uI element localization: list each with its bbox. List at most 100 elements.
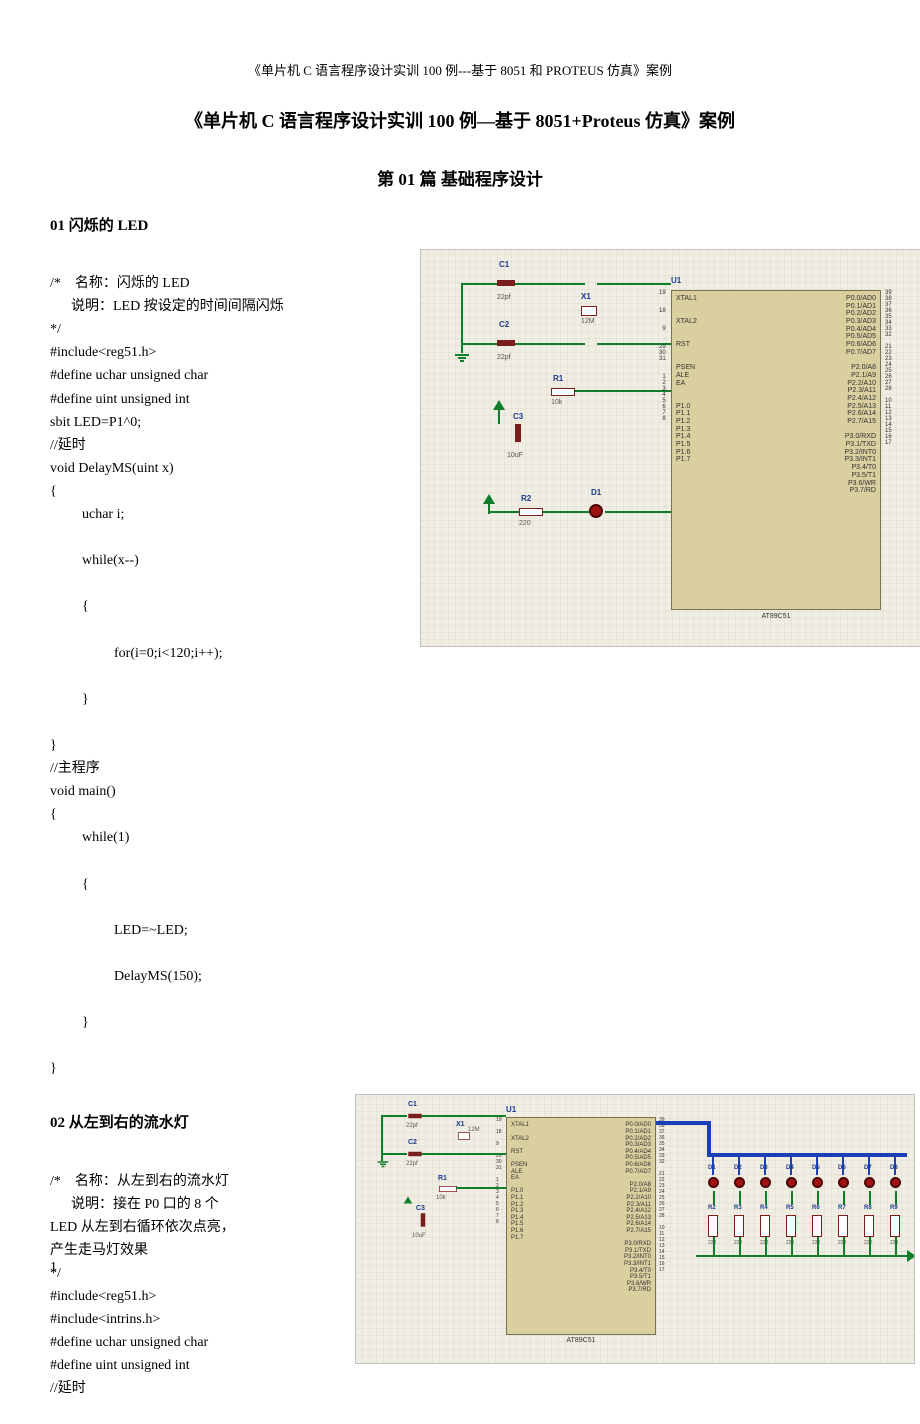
code-line: uchar i; xyxy=(50,503,400,526)
pin-numbers-right: 39 38 37 36 35 34 33 32 21 22 23 24 25 2… xyxy=(885,290,892,446)
wire xyxy=(463,343,497,345)
val-c1: 22pf xyxy=(497,294,511,301)
gnd-icon xyxy=(378,1162,389,1164)
wire xyxy=(895,1191,897,1205)
wire xyxy=(696,1255,911,1257)
val-r1: 10k xyxy=(436,1195,446,1201)
code-line: 产生走马灯效果 xyxy=(50,1243,148,1258)
wire xyxy=(817,1237,819,1255)
res xyxy=(786,1215,796,1237)
label-r: R7 xyxy=(838,1205,846,1211)
code-line: LED 从左到右循环依次点亮， xyxy=(50,1220,235,1235)
wire xyxy=(843,1237,845,1255)
mcu-u1-2: XTAL1 XTAL2 RST PSEN ALE EA P1.0 P1.1 P1… xyxy=(506,1117,656,1335)
label-x1: X1 xyxy=(456,1121,465,1128)
label-r1: R1 xyxy=(438,1175,447,1182)
led-dot xyxy=(786,1177,797,1188)
section-01-head: 01 闪烁的 LED xyxy=(50,214,870,235)
res xyxy=(734,1215,744,1237)
cap-c3 xyxy=(421,1214,426,1228)
wire xyxy=(488,511,519,513)
code-line: //主程序 xyxy=(50,761,100,776)
val-r2: 220 xyxy=(519,520,531,527)
code-line: #include<reg51.h> xyxy=(50,345,156,360)
code-line: #define uchar unsigned char xyxy=(50,1335,208,1350)
chapter-title: 第 01 篇 基础程序设计 xyxy=(50,165,870,190)
wire xyxy=(456,1187,506,1189)
val-c2: 22pf xyxy=(406,1161,418,1167)
code-line: { xyxy=(50,807,57,822)
res xyxy=(708,1215,718,1237)
code-line: /* 名称：从左到右的流水灯 xyxy=(50,1174,229,1189)
wire xyxy=(713,1237,715,1255)
label-d: D1 xyxy=(708,1165,716,1171)
code-line: #define uint unsigned int xyxy=(50,392,190,407)
res xyxy=(838,1215,848,1237)
label-d: D8 xyxy=(890,1165,898,1171)
code-line: DelayMS(150); xyxy=(50,965,400,988)
code-line: { xyxy=(50,595,400,618)
val-c2: 22pf xyxy=(497,354,511,361)
bus xyxy=(656,1121,711,1125)
wire xyxy=(543,511,589,513)
label-x1: X1 xyxy=(581,292,591,301)
label-d: D2 xyxy=(734,1165,742,1171)
wire xyxy=(739,1237,741,1255)
page-number: 1 xyxy=(50,1260,57,1276)
val-r1: 10k xyxy=(551,399,562,406)
label-chip: AT89C51 xyxy=(506,1337,656,1344)
wire xyxy=(765,1237,767,1255)
page-header: 《单片机 C 语言程序设计实训 100 例---基于 8051 和 PROTEU… xyxy=(50,60,870,79)
label-c3: C3 xyxy=(416,1205,425,1212)
code-line: } xyxy=(50,688,400,711)
code-line: 说明：LED 按设定的时间间隔闪烁 xyxy=(50,299,284,314)
power-icon xyxy=(493,400,505,410)
label-c2: C2 xyxy=(499,320,509,329)
val-c1: 22pf xyxy=(406,1123,418,1129)
wire xyxy=(869,1191,871,1205)
led-dot xyxy=(708,1177,719,1188)
label-r: R8 xyxy=(864,1205,872,1211)
res xyxy=(812,1215,822,1237)
code-line: */ xyxy=(50,322,61,337)
wire xyxy=(713,1191,715,1205)
label-r: R2 xyxy=(708,1205,716,1211)
code-line: LED=~LED; xyxy=(50,919,400,942)
label-u1: U1 xyxy=(506,1105,516,1114)
cap-c1 xyxy=(497,280,515,286)
mcu-pins-right: P0.0/AD0 P0.1/AD1 P0.2/AD2 P0.3/AD3 P0.4… xyxy=(624,1122,651,1293)
code-line: #include<intrins.h> xyxy=(50,1312,160,1327)
wire xyxy=(421,1153,506,1155)
code-line: } xyxy=(50,738,57,753)
code-line: while(x--) xyxy=(50,549,400,572)
arrow-icon xyxy=(907,1250,915,1262)
wire xyxy=(381,1115,407,1117)
code-line: #define uint unsigned int xyxy=(50,1358,190,1373)
pin-numbers-left: 19 18 9 29 30 31 1 2 3 4 5 6 7 8 xyxy=(659,290,666,422)
val-x1: 12M xyxy=(468,1127,480,1133)
label-c1: C1 xyxy=(499,260,509,269)
wire xyxy=(575,390,671,392)
res xyxy=(864,1215,874,1237)
code-line: //延时 xyxy=(50,438,86,453)
schematic-sec01: XTAL1 XTAL2 RST PSEN ALE EA P1.0 P1.1 P1… xyxy=(420,249,920,647)
power-icon xyxy=(483,494,495,504)
mcu-pins-left: XTAL1 XTAL2 RST PSEN ALE EA P1.0 P1.1 P1… xyxy=(511,1122,529,1241)
wire xyxy=(597,283,671,285)
mcu-pins-left: XTAL1 XTAL2 RST PSEN ALE EA P1.0 P1.1 P1… xyxy=(676,295,697,464)
code-line: } xyxy=(50,1011,400,1034)
code-line: sbit LED=P1^0; xyxy=(50,415,141,430)
wire xyxy=(817,1191,819,1205)
res-r1 xyxy=(439,1186,457,1192)
label-c3: C3 xyxy=(513,412,523,421)
cap-c2 xyxy=(497,340,515,346)
label-d1: D1 xyxy=(591,488,601,497)
wire xyxy=(597,343,671,345)
code-line: } xyxy=(50,1061,57,1076)
power-icon xyxy=(404,1197,412,1204)
wire xyxy=(791,1237,793,1255)
mcu-pins-right: P0.0/AD0 P0.1/AD1 P0.2/AD2 P0.3/AD3 P0.4… xyxy=(844,295,876,495)
wire xyxy=(869,1237,871,1255)
wire xyxy=(381,1153,407,1155)
label-d: D7 xyxy=(864,1165,872,1171)
